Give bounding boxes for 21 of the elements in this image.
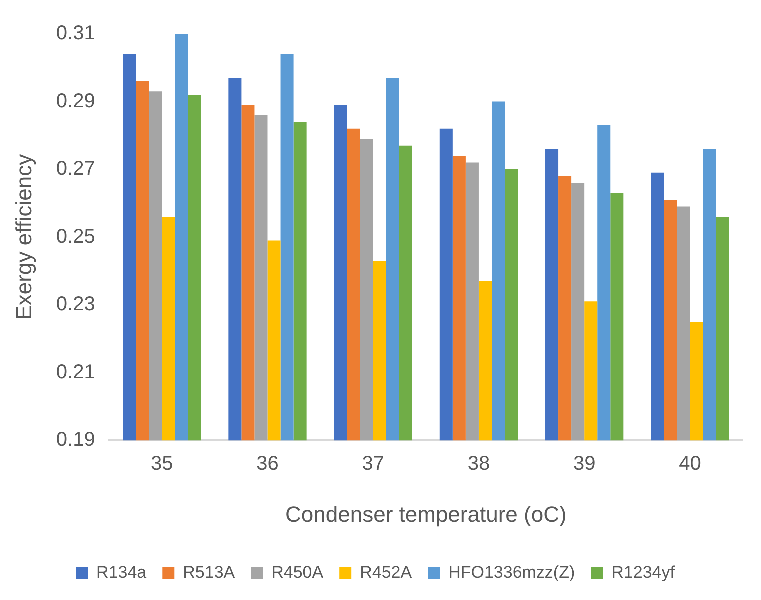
y-axis-title: Exergy efficiency	[11, 154, 36, 320]
y-tick-label: 0.31	[56, 22, 96, 45]
x-tick-label: 38	[468, 453, 490, 476]
legend-label: R452A	[360, 563, 413, 582]
legend-label: R1234yf	[612, 563, 676, 582]
x-tick-label: 36	[256, 453, 279, 476]
y-tick-label: 0.21	[56, 361, 96, 384]
y-tick-label: 0.19	[56, 429, 96, 452]
x-tick-label: 37	[362, 453, 384, 476]
x-axis-title: Condenser temperature (oC)	[286, 502, 567, 527]
x-tick-label: 39	[573, 453, 596, 476]
legend-label: R450A	[272, 563, 324, 582]
legend-label: R134a	[96, 563, 148, 582]
y-tick-label: 0.25	[56, 226, 96, 248]
legend-label: R513A	[183, 563, 236, 582]
y-tick-label: 0.27	[56, 158, 96, 180]
x-tick-label: 35	[151, 453, 174, 476]
y-tick-label: 0.23	[56, 294, 96, 316]
y-tick-label: 0.29	[56, 90, 96, 112]
legend-label: HFO1336mzz(Z)	[448, 563, 576, 582]
x-tick-label: 40	[679, 453, 702, 476]
